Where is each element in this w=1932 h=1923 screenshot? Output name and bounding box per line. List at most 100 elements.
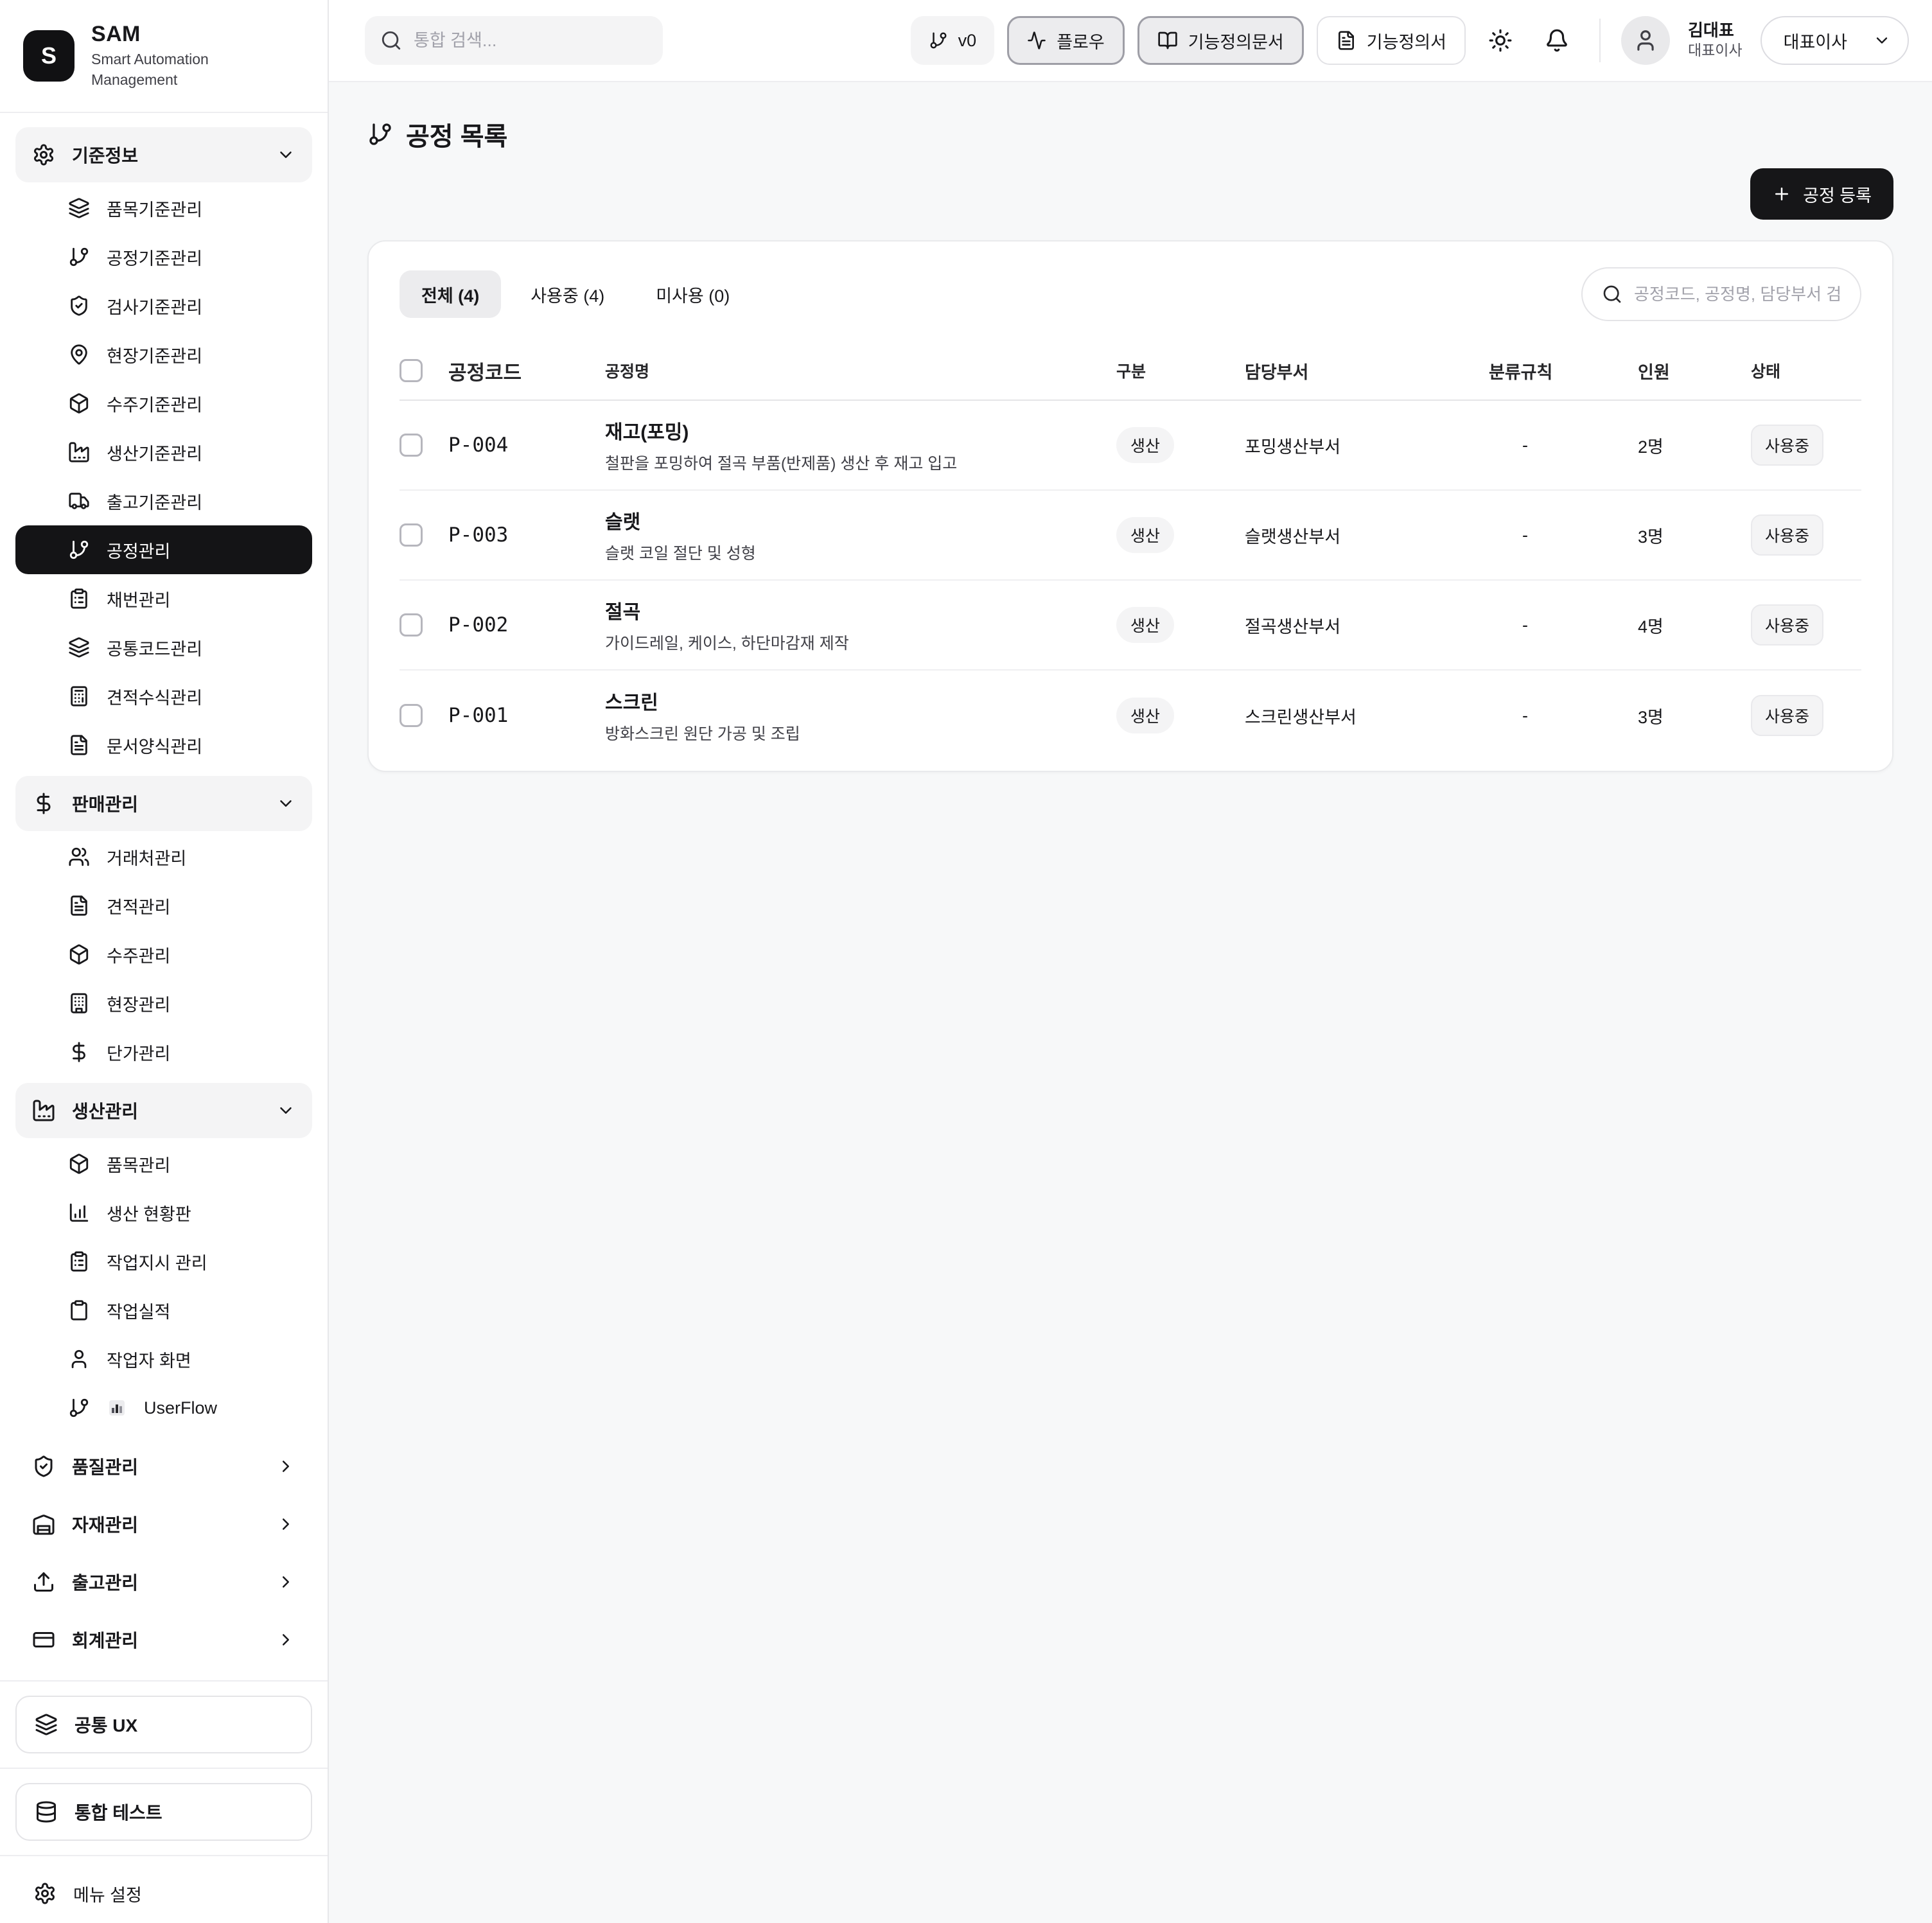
sidebar-box-0[interactable]: 공통 UX	[15, 1696, 312, 1753]
process-rule: -	[1522, 615, 1528, 635]
table-search[interactable]	[1581, 267, 1861, 321]
sidebar-item-menu-settings[interactable]: 메뉴 설정	[15, 1868, 312, 1919]
sidebar-item-s0-10[interactable]: 견적수식관리	[15, 672, 312, 721]
sidebar-section-3[interactable]: 품질관리	[15, 1439, 312, 1494]
notifications-button[interactable]	[1535, 19, 1579, 62]
tab-0[interactable]: 전체 (4)	[400, 270, 502, 318]
sidebar-item-s0-2[interactable]: 검사기준관리	[15, 281, 312, 330]
process-register-button[interactable]: 공정 등록	[1750, 168, 1893, 220]
table-row[interactable]: P-002 절곡 가이드레일, 케이스, 하단마감재 제작 생산 절곡생산부서 - 4명 사용…	[400, 581, 1861, 671]
process-code: P-001	[448, 704, 509, 727]
sidebar-section-6[interactable]: 회계관리	[15, 1612, 312, 1667]
row-checkbox[interactable]	[400, 613, 423, 637]
sidebar-item-s0-11[interactable]: 문서양식관리	[15, 721, 312, 769]
sidebar-divider	[0, 1855, 328, 1856]
spec-doc-button[interactable]: 기능정의서	[1316, 16, 1466, 65]
sidebar-item-s1-0[interactable]: 거래처관리	[15, 832, 312, 881]
chevron-down-icon	[276, 794, 295, 813]
process-rule: -	[1522, 525, 1528, 545]
sidebar-item-s0-3[interactable]: 현장기준관리	[15, 330, 312, 379]
sidebar-item-label: 품목기준관리	[107, 200, 203, 220]
sidebar-item-s0-1[interactable]: 공정기준관리	[15, 233, 312, 281]
table-search-input[interactable]	[1634, 284, 1841, 304]
sidebar-item-s2-4[interactable]: 작업자 화면	[15, 1335, 312, 1383]
sidebar-item-label: 작업자 화면	[107, 1351, 191, 1371]
chevron-right-icon	[276, 1572, 295, 1592]
sidebar-divider	[0, 1768, 328, 1769]
feature-doc-button[interactable]: 기능정의문서	[1137, 16, 1304, 65]
process-list-card: 전체 (4) 사용중 (4) 미사용 (0) 공정코드 공정명 구분 담당부서 분류규칙 인원…	[367, 240, 1893, 772]
chevron-right-icon	[276, 1457, 295, 1476]
chevron-down-icon	[276, 145, 295, 164]
col-header-rule: 분류규칙	[1489, 362, 1553, 382]
tab-2[interactable]: 미사용 (0)	[634, 270, 751, 318]
sidebar-item-s1-2[interactable]: 수주관리	[15, 930, 312, 979]
sidebar-item-s0-4[interactable]: 수주기준관리	[15, 379, 312, 428]
global-search[interactable]	[365, 16, 663, 65]
process-code: P-002	[448, 613, 509, 637]
user-role: 대표이사	[1687, 41, 1743, 58]
row-checkbox[interactable]	[400, 434, 423, 457]
tab-1[interactable]: 사용중 (4)	[509, 270, 626, 318]
sidebar-section-label: 판매관리	[72, 795, 139, 814]
tab-label: 미사용 (0)	[656, 286, 730, 306]
sidebar-item-label: 현장기준관리	[107, 346, 203, 366]
process-people: 2명	[1638, 437, 1664, 457]
process-people: 4명	[1638, 617, 1664, 637]
table-row[interactable]: P-004 재고(포밍) 철판을 포밍하여 절곡 부품(반제품) 생산 후 재고 입…	[400, 401, 1861, 491]
process-name: 스크린	[605, 692, 658, 714]
sidebar-item-s0-8[interactable]: 채번관리	[15, 574, 312, 623]
user-info: 김대표 대표이사	[1688, 21, 1743, 60]
sidebar-item-s2-0[interactable]: 품목관리	[15, 1139, 312, 1188]
table-row[interactable]: P-001 스크린 방화스크린 원단 가공 및 조립 생산 스크린생산부서 - 3명 사용중	[400, 671, 1861, 760]
search-icon	[1602, 284, 1622, 304]
sidebar-section-label: 자재관리	[72, 1515, 139, 1535]
sidebar-item-s0-5[interactable]: 생산기준관리	[15, 428, 312, 477]
global-search-input[interactable]	[414, 30, 647, 51]
sidebar-item-s1-4[interactable]: 단가관리	[15, 1028, 312, 1076]
sidebar-section-0[interactable]: 기준정보	[15, 127, 312, 182]
sidebar-section-2[interactable]: 생산관리	[15, 1083, 312, 1138]
v0-button[interactable]: v0	[910, 16, 995, 65]
sidebar-box-1[interactable]: 통합 테스트	[15, 1783, 312, 1841]
select-all-checkbox[interactable]	[400, 359, 423, 382]
sidebar-item-s2-3[interactable]: 작업실적	[15, 1286, 312, 1335]
role-select-value: 대표이사	[1783, 32, 1847, 52]
sidebar-box-label: 통합 테스트	[75, 1803, 162, 1823]
map-pin-icon	[68, 344, 90, 365]
truck-icon	[68, 490, 90, 512]
role-select[interactable]: 대표이사	[1760, 16, 1909, 65]
sidebar-item-s2-2[interactable]: 작업지시 관리	[15, 1237, 312, 1286]
shield-check-icon	[32, 1455, 55, 1478]
sidebar-item-s0-9[interactable]: 공통코드관리	[15, 623, 312, 672]
sidebar-section-4[interactable]: 자재관리	[15, 1497, 312, 1552]
sidebar-item-s2-5[interactable]: UserFlow	[15, 1383, 312, 1432]
avatar[interactable]	[1620, 16, 1670, 65]
sidebar-section-5[interactable]: 출고관리	[15, 1554, 312, 1610]
sidebar-item-label: 생산 현황판	[107, 1204, 191, 1224]
sidebar-item-s2-1[interactable]: 생산 현황판	[15, 1188, 312, 1237]
upload-icon	[32, 1570, 55, 1594]
clipboard-list-icon	[68, 1251, 90, 1272]
sidebar-section-1[interactable]: 판매관리	[15, 776, 312, 831]
topbar-divider	[1599, 19, 1601, 62]
v0-button-label: v0	[958, 30, 977, 50]
topbar: v0 플로우 기능정의문서 기능정의서	[329, 0, 1932, 82]
book-open-icon	[1157, 30, 1178, 51]
sidebar-item-s0-0[interactable]: 품목기준관리	[15, 184, 312, 233]
sidebar-item-label: 거래처관리	[107, 848, 187, 868]
sidebar-item-s0-7[interactable]: 공정관리	[15, 525, 312, 574]
process-description: 철판을 포밍하여 절곡 부품(반제품) 생산 후 재고 입고	[605, 455, 958, 473]
sidebar-item-s1-3[interactable]: 현장관리	[15, 979, 312, 1028]
sidebar-item-s1-1[interactable]: 견적관리	[15, 881, 312, 930]
row-checkbox[interactable]	[400, 523, 423, 547]
theme-toggle-button[interactable]	[1479, 19, 1522, 62]
table-row[interactable]: P-003 슬랫 슬랫 코일 절단 및 성형 생산 슬랫생산부서 - 3명 사용중	[400, 491, 1861, 581]
table-header-row: 공정코드 공정명 구분 담당부서 분류규칙 인원 상태	[400, 342, 1861, 401]
col-header-status: 상태	[1751, 363, 1781, 381]
process-people: 3명	[1638, 707, 1664, 727]
flow-button[interactable]: 플로우	[1007, 16, 1125, 65]
sidebar-item-s0-6[interactable]: 출고기준관리	[15, 477, 312, 525]
search-icon	[380, 30, 402, 51]
row-checkbox[interactable]	[400, 704, 423, 727]
